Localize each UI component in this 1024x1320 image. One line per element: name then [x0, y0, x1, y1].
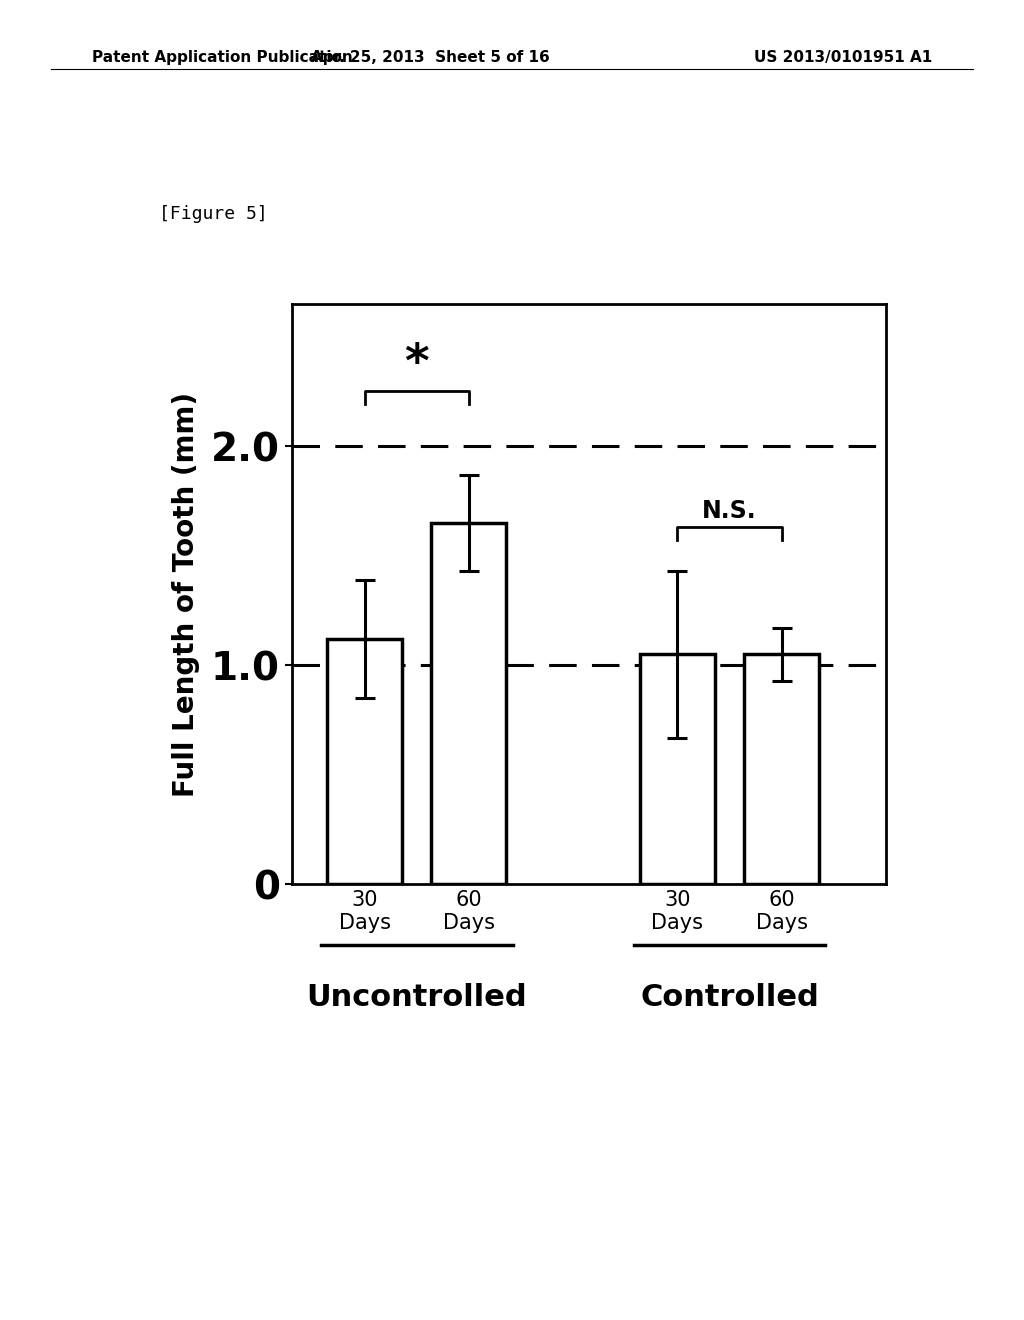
- Text: Apr. 25, 2013  Sheet 5 of 16: Apr. 25, 2013 Sheet 5 of 16: [310, 50, 550, 65]
- Bar: [744, 655, 819, 884]
- Text: Patent Application Publication: Patent Application Publication: [92, 50, 353, 65]
- Bar: [640, 655, 715, 884]
- Bar: [328, 639, 402, 884]
- Text: Uncontrolled: Uncontrolled: [306, 983, 527, 1012]
- Y-axis label: Full Length of Tooth (mm): Full Length of Tooth (mm): [172, 392, 200, 796]
- Text: US 2013/0101951 A1: US 2013/0101951 A1: [754, 50, 932, 65]
- Text: Controlled: Controlled: [640, 983, 819, 1012]
- Bar: [431, 523, 507, 884]
- Text: N.S.: N.S.: [702, 499, 757, 523]
- Text: *: *: [404, 342, 429, 387]
- Text: [Figure 5]: [Figure 5]: [159, 205, 267, 223]
